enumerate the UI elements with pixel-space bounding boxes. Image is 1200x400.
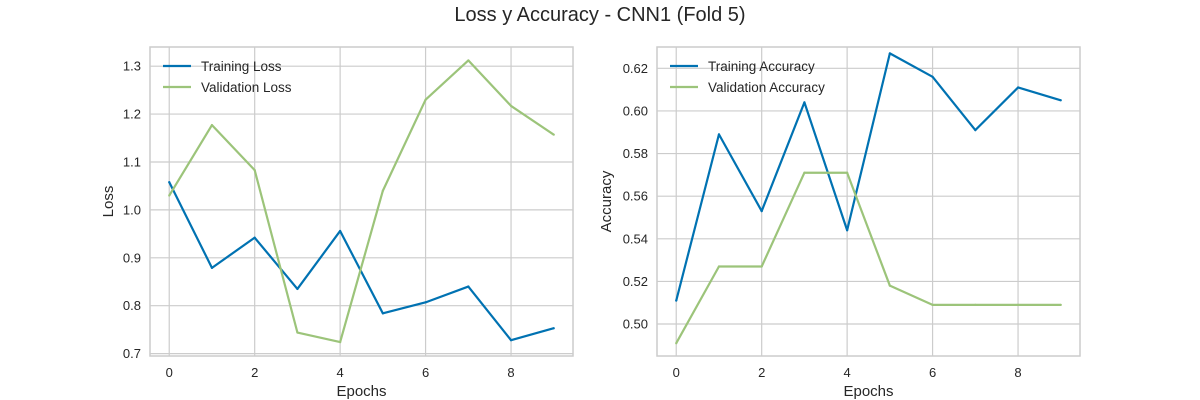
accuracy-series-2-point	[888, 284, 891, 287]
loss-x-tick-label: 0	[166, 365, 173, 380]
loss-x-tick-label: 8	[507, 365, 514, 380]
loss-series-2-point	[168, 194, 171, 197]
figure-title: Loss y Accuracy - CNN1 (Fold 5)	[454, 4, 746, 26]
accuracy-series-2-point	[760, 265, 763, 268]
accuracy-y-tick-label: 0.56	[623, 189, 648, 204]
accuracy-y-tick-label: 0.50	[623, 317, 648, 332]
accuracy-legend-label: Validation Accuracy	[708, 80, 825, 95]
accuracy-series-1-point	[760, 209, 763, 213]
loss-y-tick-label: 0.7	[123, 346, 141, 361]
loss-y-tick-label: 1.1	[123, 154, 141, 169]
accuracy-plot-frame	[656, 46, 1081, 357]
loss-series-2-point	[296, 331, 299, 334]
loss-legend-label: Validation Loss	[201, 80, 292, 95]
accuracy-y-tick-label: 0.58	[623, 146, 648, 161]
accuracy-y-tick-label: 0.54	[623, 231, 648, 246]
accuracy-x-tick-label: 6	[929, 365, 936, 380]
loss-series-2-point	[381, 189, 384, 192]
loss-series-1-point	[296, 287, 299, 291]
accuracy-x-axis-label: Epochs	[843, 383, 893, 400]
accuracy-x-tick-label: 8	[1014, 365, 1021, 380]
loss-x-tick-label: 4	[337, 365, 344, 380]
loss-x-axis-label: Epochs	[336, 383, 386, 400]
loss-x-tick-label: 6	[422, 365, 429, 380]
loss-y-tick-label: 1.2	[123, 107, 141, 122]
accuracy-series-1-point	[974, 129, 977, 132]
accuracy-y-tick-label: 0.52	[623, 274, 648, 289]
loss-series-1-point	[509, 339, 513, 342]
loss-y-tick-label: 0.9	[123, 250, 141, 265]
loss-y-tick-label: 0.8	[123, 298, 141, 313]
accuracy-y-tick-label: 0.60	[623, 103, 648, 118]
loss-y-tick-label: 1.0	[123, 202, 141, 217]
accuracy-x-tick-label: 4	[844, 365, 851, 380]
accuracy-x-tick-label: 0	[673, 365, 680, 380]
accuracy-series-2-point	[846, 171, 849, 174]
loss-y-tick-label: 1.3	[123, 59, 141, 74]
loss-series-2-point	[424, 98, 427, 101]
accuracy-series-2-point	[931, 303, 934, 306]
accuracy-series-2-line	[675, 171, 1061, 344]
loss-series-2-point	[253, 169, 256, 172]
accuracy-series-2-point	[803, 171, 806, 174]
accuracy-series-1-point	[1016, 86, 1020, 89]
loss-series-2-point	[509, 104, 513, 108]
accuracy-series-1-point	[675, 299, 678, 302]
accuracy-legend-label: Training Accuracy	[708, 59, 815, 74]
accuracy-y-tick-label: 0.62	[623, 61, 648, 76]
loss-series-1-point	[339, 229, 342, 233]
accuracy-chart: 0 2 4 6 8 0.50 0.52 0.54 0.56 0.58 0.60 0.62 Epochs A…	[598, 46, 1081, 400]
loss-series-1-point	[168, 180, 171, 184]
accuracy-series-2-point	[717, 265, 721, 268]
loss-series-1-point	[552, 327, 555, 330]
loss-y-axis-label: Loss	[100, 186, 117, 218]
loss-legend-label: Training Loss	[201, 59, 282, 74]
loss-series-2-line	[168, 59, 555, 344]
loss-series-1-point	[381, 312, 384, 315]
accuracy-series-1-point	[1059, 99, 1062, 102]
accuracy-x-tick-label: 2	[758, 365, 765, 380]
accuracy-y-axis-label: Accuracy	[598, 170, 615, 232]
loss-series-1-point	[424, 301, 427, 304]
accuracy-series-2-point	[1016, 303, 1020, 306]
accuracy-series-1-point	[717, 133, 721, 136]
loss-series-2-point	[552, 133, 555, 136]
loss-series-2-point	[467, 59, 470, 62]
loss-series-1-point	[210, 266, 214, 269]
accuracy-series-2-point	[974, 303, 977, 306]
accuracy-series-2-point	[675, 342, 678, 345]
loss-x-tick-label: 2	[251, 365, 258, 380]
loss-chart: 0 2 4 6 8 0.7 0.8 0.9 1.0 1.1 1.2 1.3 Epochs Loss Trai…	[100, 46, 574, 400]
accuracy-series-1-line	[675, 52, 1062, 301]
accuracy-series-1-point	[931, 75, 934, 78]
loss-series-1-point	[467, 285, 470, 288]
accuracy-series-1-point	[888, 52, 891, 55]
loss-series-1-line	[168, 181, 555, 342]
accuracy-series-1-point	[803, 101, 806, 104]
accuracy-series-1-point	[846, 229, 849, 232]
loss-series-2-point	[339, 341, 342, 344]
loss-plot-frame	[149, 46, 574, 357]
loss-series-2-point	[210, 123, 214, 127]
accuracy-series-2-point	[1059, 303, 1062, 306]
loss-series-1-point	[253, 236, 256, 239]
